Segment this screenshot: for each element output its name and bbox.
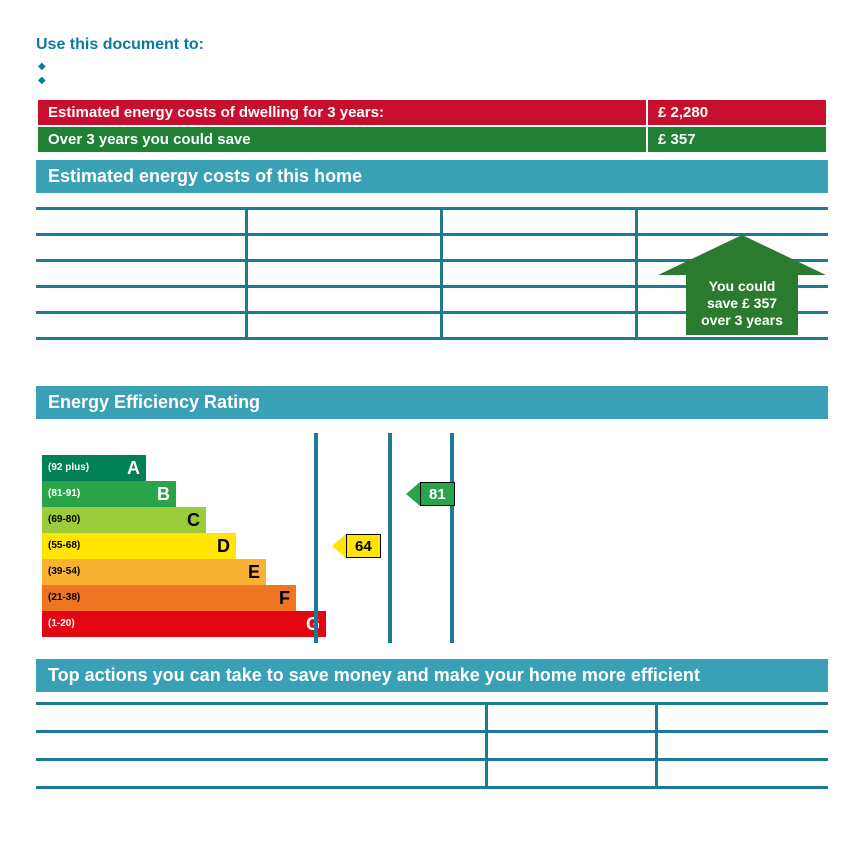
bullet-icon: ◆: [36, 60, 828, 74]
rating-column-current: [314, 433, 318, 643]
save-arrow-line2: save £ 357: [707, 295, 777, 311]
top-actions-grid: [36, 702, 828, 789]
rating-band-range: (81-91): [42, 481, 80, 507]
rating-current-value: 64: [346, 534, 381, 558]
save-arrow: You could save £ 357 over 3 years: [658, 235, 826, 338]
rating-pointer-current: 64: [332, 534, 381, 558]
rating-band-C: (69-80) C: [42, 507, 206, 533]
rating-band-range: (69-80): [42, 507, 80, 533]
rating-potential-value: 81: [420, 482, 455, 506]
save-arrow-line3: over 3 years: [701, 312, 783, 328]
rating-band-E: (39-54) E: [42, 559, 266, 585]
section-header-rating: Energy Efficiency Rating: [36, 386, 828, 419]
rating-band-letter: A: [127, 455, 140, 481]
rating-pointer-potential: 81: [406, 482, 455, 506]
cost-row-label: Estimated energy costs of dwelling for 3…: [37, 99, 647, 126]
rating-band-letter: D: [217, 533, 230, 559]
rating-band-D: (55-68) D: [42, 533, 236, 559]
rating-band-letter: F: [279, 585, 290, 611]
rating-bands: (92 plus)A(81-91)B(69-80)C(55-68)D(39-54…: [42, 455, 326, 637]
rating-chart: (92 plus)A(81-91)B(69-80)C(55-68)D(39-54…: [36, 433, 828, 653]
rating-column-potential: [388, 433, 392, 643]
rating-band-letter: E: [248, 559, 260, 585]
cost-row-value: £ 2,280: [647, 99, 827, 126]
rating-band-range: (55-68): [42, 533, 80, 559]
rating-band-B: (81-91) B: [42, 481, 176, 507]
cost-row-value: £ 357: [647, 126, 827, 153]
rating-band-range: (92 plus): [42, 455, 89, 481]
rating-band-G: (1-20)G: [42, 611, 326, 637]
cost-summary-table: Estimated energy costs of dwelling for 3…: [36, 98, 828, 154]
section-header-est-costs: Estimated energy costs of this home: [36, 160, 828, 193]
rating-band-range: (39-54): [42, 559, 80, 585]
use-document-title: Use this document to:: [36, 36, 828, 54]
est-costs-area: You could save £ 357 over 3 years: [36, 207, 828, 340]
save-arrow-line1: You could: [709, 278, 776, 294]
rating-band-letter: B: [157, 481, 170, 507]
rating-band-A: (92 plus) A: [42, 455, 146, 481]
section-header-top-actions: Top actions you can take to save money a…: [36, 659, 828, 692]
rating-band-range: (1-20): [42, 611, 75, 637]
cost-row-estimated: Estimated energy costs of dwelling for 3…: [37, 99, 827, 126]
rating-column-right: [450, 433, 454, 643]
rating-band-range: (21-38): [42, 585, 80, 611]
bullet-icon: ◆: [36, 74, 828, 88]
rating-band-letter: C: [187, 507, 200, 533]
rating-band-F: (21-38) F: [42, 585, 296, 611]
cost-row-save: Over 3 years you could save £ 357: [37, 126, 827, 153]
cost-row-label: Over 3 years you could save: [37, 126, 647, 153]
